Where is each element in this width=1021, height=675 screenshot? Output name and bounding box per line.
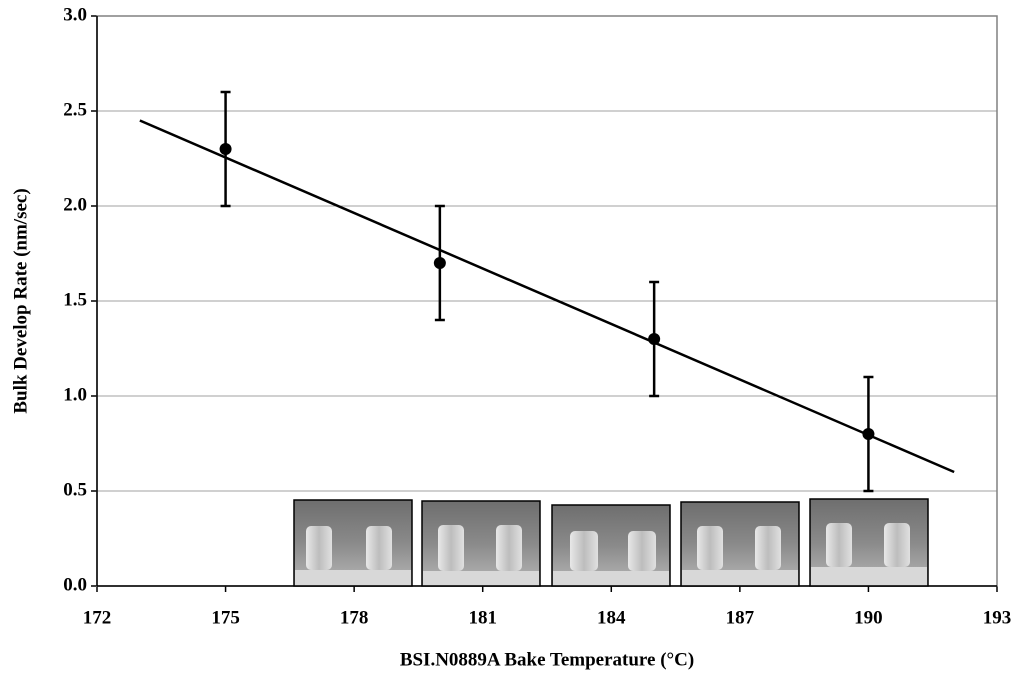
y-tick-label: 0.0 <box>63 574 87 595</box>
sem-image <box>293 499 413 587</box>
trend-line <box>139 119 955 474</box>
sem-insets <box>293 498 929 587</box>
x-tick-label: 175 <box>211 607 240 628</box>
sem-image <box>809 498 929 587</box>
x-tick-label: 178 <box>340 607 369 628</box>
sem-image <box>421 500 541 587</box>
data-point <box>219 143 232 155</box>
data-point <box>648 333 661 345</box>
x-axis-title: BSI.N0889A Bake Temperature (°C) <box>400 649 694 670</box>
sem-image <box>551 504 671 587</box>
x-tick-label: 184 <box>597 607 626 628</box>
y-tick-label: 3.0 <box>63 4 87 25</box>
y-tick-label: 0.5 <box>63 479 87 500</box>
sem-image <box>680 501 800 587</box>
x-tick-label: 181 <box>468 607 497 628</box>
x-tick-label: 190 <box>854 607 883 628</box>
y-tick-label: 2.0 <box>63 194 87 215</box>
x-tick-label: 172 <box>83 607 112 628</box>
y-tick-label: 2.5 <box>63 99 87 120</box>
y-tick-label: 1.5 <box>63 289 87 310</box>
data-point <box>433 257 446 269</box>
data-point <box>862 428 875 440</box>
y-axis-title: Bulk Develop Rate (nm/sec) <box>10 188 31 413</box>
x-tick-label: 193 <box>983 607 1012 628</box>
y-tick-label: 1.0 <box>63 384 87 405</box>
x-tick-label: 187 <box>726 607 755 628</box>
